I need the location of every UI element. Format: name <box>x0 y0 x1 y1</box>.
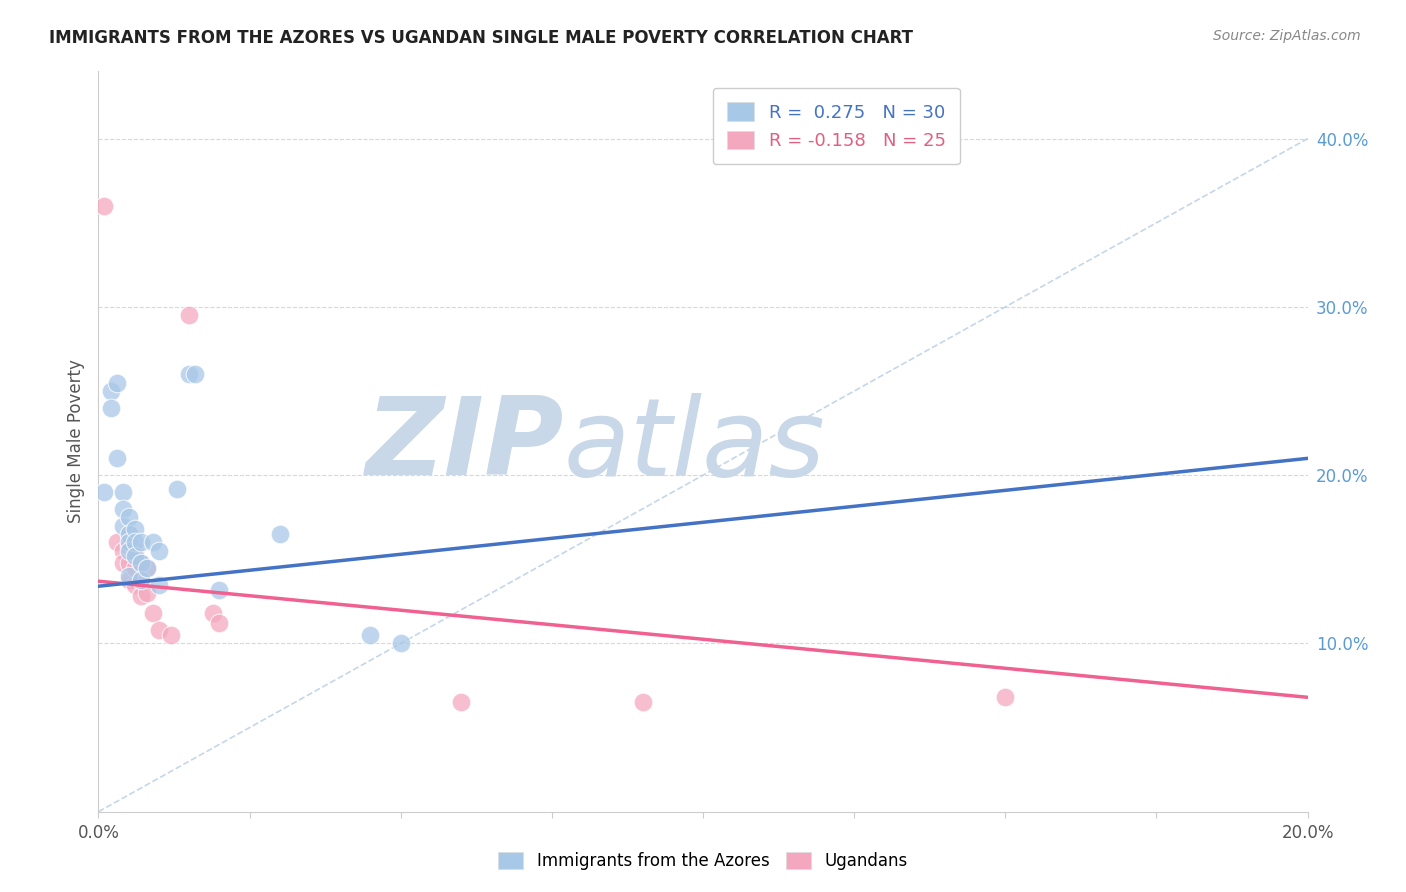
Point <box>129 556 152 570</box>
Point <box>148 544 170 558</box>
Point <box>124 577 146 591</box>
Point <box>208 616 231 631</box>
Point <box>118 544 141 558</box>
Point <box>118 535 141 549</box>
Point <box>118 556 141 570</box>
Point <box>105 535 128 549</box>
Legend: R =  0.275   N = 30, R = -0.158   N = 25: R = 0.275 N = 30, R = -0.158 N = 25 <box>713 87 960 164</box>
Point <box>389 636 412 650</box>
Point <box>124 544 146 558</box>
Point <box>148 577 170 591</box>
Point <box>111 556 134 570</box>
Point <box>142 606 165 620</box>
Point <box>160 628 183 642</box>
Point <box>111 544 134 558</box>
Point <box>118 573 141 587</box>
Point <box>111 501 134 516</box>
Point <box>135 586 157 600</box>
Point <box>124 549 146 563</box>
Point <box>129 535 152 549</box>
Point <box>111 518 134 533</box>
Point <box>129 573 152 587</box>
Text: IMMIGRANTS FROM THE AZORES VS UGANDAN SINGLE MALE POVERTY CORRELATION CHART: IMMIGRANTS FROM THE AZORES VS UGANDAN SI… <box>49 29 914 46</box>
Point <box>129 573 152 587</box>
Point <box>100 384 122 398</box>
Point <box>124 560 146 574</box>
Point <box>142 535 165 549</box>
Point <box>202 606 225 620</box>
Point <box>994 690 1017 705</box>
Point <box>450 695 472 709</box>
Point <box>166 482 188 496</box>
Point <box>118 539 141 553</box>
Point <box>148 623 170 637</box>
Point <box>129 556 152 570</box>
Point <box>184 368 207 382</box>
Point <box>124 522 146 536</box>
Point <box>100 401 122 415</box>
Y-axis label: Single Male Poverty: Single Male Poverty <box>66 359 84 524</box>
Legend: Immigrants from the Azores, Ugandans: Immigrants from the Azores, Ugandans <box>492 845 914 877</box>
Point <box>631 695 654 709</box>
Point <box>118 510 141 524</box>
Point <box>179 309 201 323</box>
Text: Source: ZipAtlas.com: Source: ZipAtlas.com <box>1213 29 1361 43</box>
Point <box>105 376 128 390</box>
Text: ZIP: ZIP <box>366 392 564 499</box>
Point <box>105 451 128 466</box>
Point <box>129 590 152 604</box>
Point <box>118 569 141 583</box>
Point <box>118 527 141 541</box>
Point <box>93 485 115 500</box>
Point <box>179 368 201 382</box>
Point <box>118 527 141 541</box>
Point <box>93 199 115 213</box>
Point <box>208 582 231 597</box>
Point <box>269 527 291 541</box>
Text: atlas: atlas <box>564 392 825 498</box>
Point <box>360 628 382 642</box>
Point <box>124 535 146 549</box>
Point <box>135 560 157 574</box>
Point <box>135 560 157 574</box>
Point <box>111 485 134 500</box>
